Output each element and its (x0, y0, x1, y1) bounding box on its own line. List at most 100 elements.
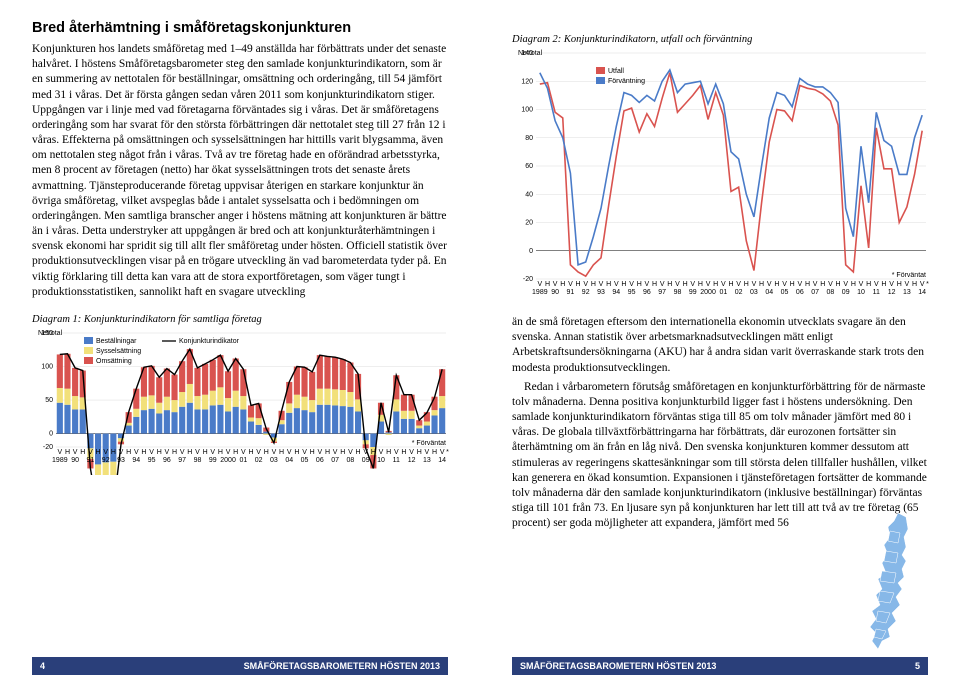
svg-text:*: * (926, 281, 929, 288)
svg-text:14: 14 (918, 289, 926, 296)
svg-text:02: 02 (735, 289, 743, 296)
svg-text:05: 05 (301, 457, 309, 464)
svg-text:V: V (119, 449, 124, 456)
svg-text:H: H (203, 449, 208, 456)
svg-text:V: V (348, 449, 353, 456)
svg-text:V: V (363, 449, 368, 456)
svg-text:08: 08 (827, 289, 835, 296)
svg-text:80: 80 (525, 135, 533, 142)
svg-text:14: 14 (438, 457, 446, 464)
svg-text:08: 08 (347, 457, 355, 464)
svg-text:V: V (317, 449, 322, 456)
svg-text:98: 98 (194, 457, 202, 464)
svg-text:V: V (568, 281, 573, 288)
svg-text:H: H (248, 449, 253, 456)
svg-text:V: V (210, 449, 215, 456)
body-paragraph-right-1: än de små företagen eftersom den interna… (512, 315, 928, 376)
svg-text:V: V (797, 281, 802, 288)
svg-text:V: V (813, 281, 818, 288)
body-paragraph-left: Konjunkturen hos landets småföretag med … (32, 42, 448, 300)
svg-text:* Förväntat: * Förväntat (892, 272, 926, 279)
svg-text:* Förväntat: * Förväntat (412, 440, 446, 447)
svg-text:H: H (187, 449, 192, 456)
svg-text:Förväntning: Förväntning (608, 78, 645, 85)
svg-text:H: H (294, 449, 299, 456)
svg-text:H: H (233, 449, 238, 456)
svg-text:V: V (134, 449, 139, 456)
svg-text:H: H (126, 449, 131, 456)
svg-text:V: V (149, 449, 154, 456)
svg-text:Omsättning: Omsättning (96, 358, 132, 365)
svg-text:92: 92 (582, 289, 590, 296)
body-paragraph-right-2: Redan i vårbarometern förutsåg småföreta… (512, 380, 928, 532)
svg-text:V: V (660, 281, 665, 288)
svg-text:05: 05 (781, 289, 789, 296)
svg-text:97: 97 (658, 289, 666, 296)
svg-text:H: H (713, 281, 718, 288)
footer-text: SMÅFÖRETAGSBAROMETERN HÖSTEN 2013 (520, 661, 716, 671)
svg-text:H: H (683, 281, 688, 288)
svg-text:Utfall: Utfall (608, 68, 624, 75)
svg-text:H: H (805, 281, 810, 288)
svg-text:H: H (728, 281, 733, 288)
svg-text:V: V (905, 281, 910, 288)
page-number-left: 4 (40, 657, 45, 675)
svg-text:V: V (302, 449, 307, 456)
svg-text:H: H (606, 281, 611, 288)
svg-text:V: V (645, 281, 650, 288)
svg-text:H: H (80, 449, 85, 456)
page-right: Diagram 2: Konjunkturindikatorn, utfall … (480, 0, 960, 687)
svg-text:H: H (667, 281, 672, 288)
svg-text:07: 07 (331, 457, 339, 464)
svg-text:H: H (325, 449, 330, 456)
svg-text:13: 13 (423, 457, 431, 464)
svg-text:-20: -20 (43, 444, 53, 451)
svg-text:Sysselsättning: Sysselsättning (96, 348, 141, 355)
svg-text:V: V (165, 449, 170, 456)
svg-text:11: 11 (873, 289, 880, 296)
svg-text:H: H (851, 281, 856, 288)
svg-text:H: H (897, 281, 902, 288)
svg-text:H: H (356, 449, 361, 456)
chart1-svg: -20050100150NettotalVHVHVHVHVHVHVHVHVHVH… (32, 327, 452, 475)
svg-text:V: V (537, 281, 542, 288)
svg-text:12: 12 (888, 289, 896, 296)
svg-text:95: 95 (148, 457, 156, 464)
svg-text:20: 20 (525, 220, 533, 227)
svg-text:H: H (417, 449, 422, 456)
svg-text:V: V (843, 281, 848, 288)
svg-text:98: 98 (674, 289, 682, 296)
svg-text:09: 09 (842, 289, 850, 296)
svg-text:V: V (859, 281, 864, 288)
svg-text:1989: 1989 (532, 289, 548, 296)
svg-text:H: H (637, 281, 642, 288)
svg-text:*: * (446, 449, 449, 456)
svg-text:H: H (65, 449, 70, 456)
svg-text:H: H (836, 281, 841, 288)
footer-left: 4 SMÅFÖRETAGSBAROMETERN HÖSTEN 2013 (0, 657, 480, 677)
svg-text:H: H (881, 281, 886, 288)
svg-text:H: H (912, 281, 917, 288)
svg-text:06: 06 (316, 457, 324, 464)
svg-text:50: 50 (45, 397, 53, 404)
svg-text:H: H (340, 449, 345, 456)
svg-text:V: V (195, 449, 200, 456)
svg-text:V: V (583, 281, 588, 288)
svg-text:V: V (614, 281, 619, 288)
svg-text:H: H (96, 449, 101, 456)
svg-text:V: V (256, 449, 261, 456)
svg-text:07: 07 (811, 289, 819, 296)
svg-text:V: V (721, 281, 726, 288)
svg-text:93: 93 (597, 289, 605, 296)
svg-text:V: V (920, 281, 925, 288)
svg-text:H: H (432, 449, 437, 456)
svg-text:60: 60 (525, 163, 533, 170)
svg-text:13: 13 (903, 289, 911, 296)
svg-text:H: H (576, 281, 581, 288)
svg-text:V: V (675, 281, 680, 288)
chart1: -20050100150NettotalVHVHVHVHVHVHVHVHVHVH… (32, 327, 448, 475)
chart2-svg: -20020406080100120140NettotalVHVHVHVHVHV… (512, 47, 932, 307)
svg-text:V: V (226, 449, 231, 456)
svg-text:96: 96 (163, 457, 171, 464)
svg-text:-20: -20 (523, 276, 533, 283)
